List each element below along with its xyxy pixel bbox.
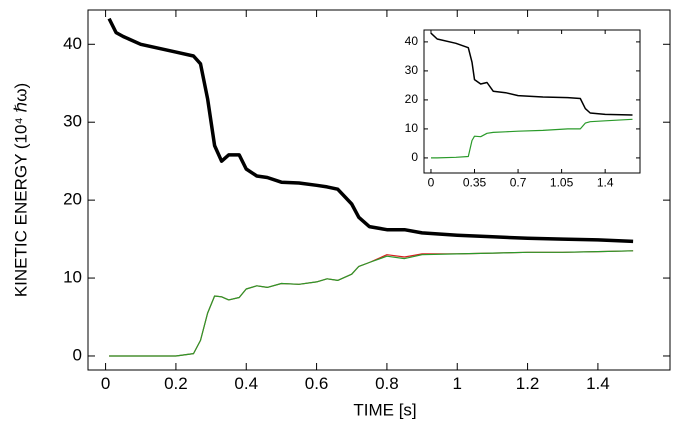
x-tick-label: 0.8 <box>375 374 399 393</box>
y-tick-label: 20 <box>405 92 419 106</box>
y-axis-label: KINETIC ENERGY (10⁴ ℏω) <box>11 83 30 297</box>
data-line <box>431 118 633 159</box>
y-tick-label: 0 <box>411 150 418 164</box>
y-tick-label: 20 <box>63 190 82 209</box>
x-tick-label: 0 <box>101 374 110 393</box>
y-tick-label: 10 <box>63 268 82 287</box>
x-tick-label: 0.4 <box>234 374 258 393</box>
y-tick-label: 0 <box>73 345 82 364</box>
y-tick-label: 40 <box>63 34 82 53</box>
x-tick-label: 1.2 <box>516 374 540 393</box>
y-tick-label: 30 <box>405 63 419 77</box>
y-tick-label: 10 <box>405 121 419 135</box>
x-tick-label: 1.05 <box>550 175 574 189</box>
x-tick-label: 0.2 <box>164 374 188 393</box>
data-line <box>430 32 633 116</box>
y-tick-label: 40 <box>405 34 419 48</box>
x-tick-label: 0.35 <box>463 175 487 189</box>
x-axis-label: TIME [s] <box>353 400 416 419</box>
x-tick-label: 1.4 <box>597 175 614 189</box>
data-line <box>107 17 634 244</box>
x-tick-label: 1.4 <box>586 374 610 393</box>
y-tick-label: 30 <box>63 112 82 131</box>
x-tick-label: 0 <box>428 175 435 189</box>
x-tick-label: 0.7 <box>510 175 527 189</box>
x-tick-label: 1 <box>453 374 462 393</box>
x-tick-label: 0.6 <box>305 374 329 393</box>
plot-frame <box>423 29 641 174</box>
data-line <box>109 250 634 357</box>
